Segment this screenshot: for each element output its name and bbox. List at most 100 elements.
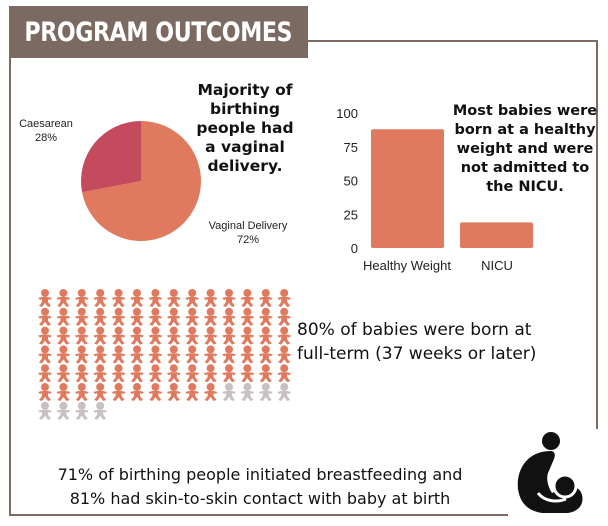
y-tick-label: 0 — [351, 241, 358, 256]
baby-icon-fullterm — [240, 364, 255, 383]
baby-icon-fullterm — [222, 326, 236, 345]
weight-caption: Most babies were born at a healthy weigh… — [450, 102, 600, 197]
baby-icon-fullterm — [185, 345, 200, 364]
baby-icon-fullterm — [111, 289, 126, 307]
baby-icon-fullterm — [258, 289, 273, 307]
baby-icon-fullterm — [222, 289, 236, 307]
baby-icon-fullterm — [185, 383, 200, 401]
caption-line: Majority of — [197, 81, 293, 99]
baby-icon-fullterm — [74, 326, 89, 345]
breastfeeding-icon — [508, 429, 598, 516]
baby-icon-fullterm — [130, 364, 144, 383]
baby-icon-fullterm — [240, 326, 255, 345]
baby-icon-fullterm — [74, 307, 89, 326]
baby-icon-fullterm — [203, 383, 218, 401]
baby-icon-fullterm — [93, 383, 108, 401]
baby-icon-fullterm — [93, 307, 108, 326]
baby-icon-preterm — [38, 401, 52, 420]
caesarean-label: Caesarean 28% — [14, 117, 78, 145]
baby-icon-fullterm — [277, 364, 292, 383]
baby-icon-fullterm — [203, 326, 218, 345]
y-tick-label: 100 — [336, 106, 358, 121]
baby-icon-fullterm — [258, 307, 273, 326]
page-title: PROGRAM OUTCOMES — [24, 16, 293, 48]
x-tick-label: NICU — [481, 258, 513, 273]
baby-icon-fullterm — [166, 326, 181, 345]
baby-icon-fullterm — [56, 289, 71, 307]
baby-icon-preterm — [277, 383, 292, 401]
baby-icon-fullterm — [166, 364, 181, 383]
baby-icon-fullterm — [240, 307, 255, 326]
caption-line: Most babies were — [452, 103, 598, 119]
pie-slice-caesarean — [81, 121, 141, 193]
vaginal-label: Vaginal Delivery 72% — [198, 219, 298, 247]
baby-icon-fullterm — [56, 345, 71, 364]
caption-line: a vaginal — [205, 138, 285, 156]
baby-icon-fullterm — [93, 326, 108, 345]
baby-icon-fullterm — [38, 345, 52, 364]
baby-icon-fullterm — [166, 345, 181, 364]
baby-icon-preterm — [258, 383, 273, 401]
caption-line: born at a healthy — [454, 122, 596, 138]
caption-line: people had — [196, 119, 294, 137]
bar-nicu — [460, 222, 533, 248]
caption-line: the NICU. — [486, 179, 564, 195]
fullterm-line: 80% of babies were born at — [297, 320, 532, 340]
baby-icon-fullterm — [111, 364, 126, 383]
baby-icon-fullterm — [258, 326, 273, 345]
baby-icon-fullterm — [93, 289, 108, 307]
breastfeeding-line: 71% of birthing people initiated breastf… — [57, 465, 463, 484]
baby-icon-fullterm — [111, 307, 126, 326]
baby-icon-fullterm — [203, 345, 218, 364]
baby-icon-fullterm — [148, 364, 163, 383]
baby-icon-fullterm — [166, 307, 181, 326]
baby-icon-fullterm — [38, 383, 52, 401]
baby-icon-fullterm — [148, 289, 163, 307]
baby-icon-fullterm — [148, 345, 163, 364]
baby-icon-fullterm — [56, 326, 71, 345]
y-tick-label: 75 — [344, 140, 358, 155]
baby-icon-fullterm — [130, 289, 144, 307]
baby-icon-fullterm — [185, 326, 200, 345]
baby-icon-fullterm — [148, 383, 163, 401]
baby-icon-fullterm — [130, 383, 144, 401]
baby-icon-fullterm — [240, 289, 255, 307]
title-banner: PROGRAM OUTCOMES — [9, 6, 308, 58]
baby-icon-fullterm — [74, 383, 89, 401]
baby-icon-fullterm — [130, 307, 144, 326]
baby-icon-fullterm — [258, 364, 273, 383]
baby-icon-fullterm — [222, 364, 236, 383]
fullterm-line: full-term (37 weeks or later) — [297, 344, 537, 364]
baby-icon-fullterm — [277, 307, 292, 326]
baby-icon-fullterm — [185, 289, 200, 307]
baby-icon-fullterm — [148, 326, 163, 345]
baby-icon-fullterm — [111, 345, 126, 364]
baby-icon-fullterm — [74, 345, 89, 364]
vaginal-value: 72% — [236, 234, 260, 246]
baby-icon-fullterm — [38, 364, 52, 383]
vaginal-name: Vaginal Delivery — [208, 220, 288, 232]
baby-icon-fullterm — [185, 364, 200, 383]
baby-icon-preterm — [56, 401, 71, 420]
caption-line: delivery. — [207, 157, 283, 175]
bar-healthy-weight — [371, 129, 444, 248]
baby-icon-fullterm — [203, 307, 218, 326]
baby-icon-fullterm — [38, 326, 52, 345]
delivery-caption: Majority of birthing people had a vagina… — [188, 81, 302, 176]
caption-line: weight and were — [456, 141, 594, 157]
baby-icon-fullterm — [130, 326, 144, 345]
baby-icon-fullterm — [258, 345, 273, 364]
breastfeeding-statement: 71% of birthing people initiated breastf… — [14, 463, 506, 511]
baby-icon-fullterm — [130, 345, 144, 364]
fullterm-statement: 80% of babies were born at full-term (37… — [297, 318, 557, 366]
baby-icon-fullterm — [111, 326, 126, 345]
baby-icon-fullterm — [56, 307, 71, 326]
baby-icon-fullterm — [93, 364, 108, 383]
baby-icon-preterm — [222, 383, 236, 401]
baby-icon-fullterm — [277, 345, 292, 364]
baby-icon-fullterm — [203, 364, 218, 383]
baby-icon-fullterm — [148, 307, 163, 326]
